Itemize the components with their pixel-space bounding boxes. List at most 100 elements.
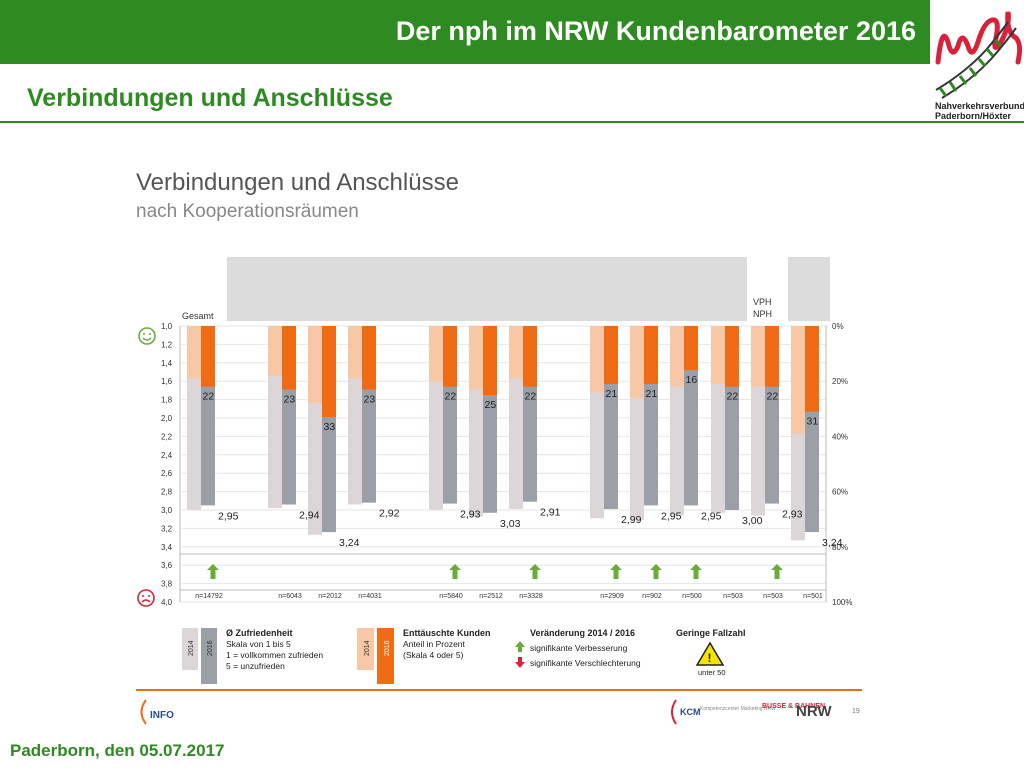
up-arrow-icon <box>515 641 525 652</box>
significant-up-arrow-icon <box>650 564 662 579</box>
left-tick-label: 1,0 <box>161 322 173 331</box>
legend-year-2014-dis: 2014 <box>364 640 371 656</box>
disappointed-label: 22 <box>727 391 739 403</box>
bar-disappointed-2014 <box>308 326 322 404</box>
left-tick-label: 3,4 <box>161 543 173 552</box>
bar-disappointed-2016 <box>523 326 537 387</box>
kcm-logo: KCM Kompetenzcenter Marketing NRW <box>671 699 776 725</box>
chart-area: Verbindungen und Anschlüsse nach Koopera… <box>136 169 862 725</box>
bars <box>187 326 819 541</box>
disappointed-label: 21 <box>646 388 658 400</box>
legend-swatch-sat-2016 <box>201 628 217 684</box>
bar-disappointed-2014 <box>670 326 684 387</box>
header-title: Der nph im NRW Kundenbarometer 2016 <box>395 16 916 46</box>
legend-sat-line1: Skala von 1 bis 5 <box>226 639 291 649</box>
legend-sat-title: Ø Zufriedenheit <box>226 628 293 638</box>
satisfaction-label: 2,95 <box>701 510 722 522</box>
header-block-right <box>788 257 830 321</box>
sample-size-label: n=503 <box>763 593 783 600</box>
legend-year-2016-dis: 2016 <box>384 640 391 656</box>
satisfaction-label: 2,99 <box>621 514 642 526</box>
legend-small-title: Geringe Fallzahl <box>676 628 746 638</box>
left-tick-label: 2,0 <box>161 414 173 423</box>
bar-disappointed-2016 <box>805 326 819 412</box>
disappointed-label: 22 <box>445 391 457 403</box>
page-title: Verbindungen und Anschlüsse <box>27 84 393 112</box>
legend-dis-line2: (Skala 4 oder 5) <box>403 650 464 660</box>
legend-change-up: signifikante Verbesserung <box>530 643 628 653</box>
logo-text-line1: Nahverkehrsverbund <box>935 101 1024 111</box>
sample-size-label: n=2512 <box>479 593 503 600</box>
bar-disappointed-2014 <box>630 326 644 398</box>
satisfaction-label: 2,92 <box>379 508 400 520</box>
satisfaction-label: 2,93 <box>782 509 803 521</box>
satisfaction-label: 3,24 <box>339 537 360 549</box>
svg-text:KCM: KCM <box>680 707 701 717</box>
satisfaction-label: 3,00 <box>742 515 763 527</box>
bar-disappointed-2016 <box>443 326 457 387</box>
busse-logo-text: BUSSE & BAHNEN <box>762 703 825 710</box>
disappointed-label: 31 <box>807 416 819 428</box>
sample-size-label: n=5840 <box>439 593 463 600</box>
disappointed-label: 23 <box>284 393 296 405</box>
busse-bahnen-logo: BUSSE & BAHNEN NRW <box>762 703 832 720</box>
sample-size-label: n=503 <box>723 593 743 600</box>
bar-satisfaction-2016 <box>684 326 698 506</box>
bar-disappointed-2016 <box>644 326 658 384</box>
disappointed-label: 22 <box>525 391 537 403</box>
bar-disappointed-2016 <box>604 326 618 384</box>
satisfaction-label: 2,93 <box>460 509 481 521</box>
sample-size-label: n=902 <box>642 593 662 600</box>
slide-page-number: 19 <box>852 708 860 715</box>
bar-disappointed-2014 <box>348 326 362 379</box>
group-label-nph: NPH <box>753 309 772 319</box>
svg-text:!: ! <box>708 651 712 665</box>
bar-disappointed-2016 <box>322 326 336 418</box>
chart-title: Verbindungen und Anschlüsse <box>136 169 459 196</box>
warning-icon: ! <box>695 641 725 666</box>
right-tick-label: 60% <box>832 488 848 497</box>
sample-size-label: n=501 <box>803 593 823 600</box>
header-bar: Der nph im NRW Kundenbarometer 2016 <box>0 0 930 64</box>
disappointed-label: 23 <box>364 393 376 405</box>
disappointed-label: 33 <box>324 421 336 433</box>
legend-swatch-dis-2014 <box>357 628 374 670</box>
sample-size-label: n=500 <box>682 593 702 600</box>
left-tick-label: 1,4 <box>161 359 173 368</box>
legend-change-down: signifikante Verschlechterung <box>530 658 641 668</box>
sad-face-icon <box>137 589 155 607</box>
right-tick-label: 0% <box>832 322 844 331</box>
group-label-vph: VPH <box>753 297 772 307</box>
satisfaction-label: 2,95 <box>218 510 239 522</box>
disappointed-label: 22 <box>203 391 215 403</box>
nrw-logo-text: NRW <box>796 703 832 720</box>
bar-disappointed-2016 <box>201 326 215 387</box>
disappointed-label: 25 <box>485 399 497 411</box>
significant-up-arrow-icon <box>529 564 541 579</box>
sample-size-label: n=4031 <box>358 593 382 600</box>
sample-size-label: n=3328 <box>519 593 543 600</box>
sample-size-label: n=14792 <box>195 593 223 600</box>
nph-logo <box>935 11 1023 99</box>
chart-subtitle: nach Kooperationsräumen <box>136 201 359 222</box>
down-arrow-icon <box>515 657 525 668</box>
bar-disappointed-2016 <box>483 326 497 395</box>
disappointed-label: 16 <box>686 374 698 386</box>
legend-dis-line1: Anteil in Prozent <box>403 639 466 649</box>
legend-year-2014-sat: 2014 <box>188 640 195 656</box>
change-arrows <box>207 564 783 579</box>
group-label-gesamt: Gesamt <box>182 311 214 321</box>
right-tick-label: 80% <box>832 543 848 552</box>
left-axis: 1,0 1,2 1,4 1,6 1,8 2,0 2,2 2,4 2,6 2,8 3,0 3,2 3,4 3… <box>161 322 173 607</box>
bar-disappointed-2014 <box>469 326 483 390</box>
disappointed-label: 22 <box>767 391 779 403</box>
left-tick-label: 1,6 <box>161 377 173 386</box>
happy-face-icon <box>138 327 156 345</box>
significant-up-arrow-icon <box>771 564 783 579</box>
bar-disappointed-2014 <box>509 326 523 379</box>
bar-disappointed-2014 <box>187 326 201 379</box>
sample-size-label: n=6043 <box>278 593 302 600</box>
header-block-main <box>227 257 747 321</box>
bar-disappointed-2016 <box>684 326 698 371</box>
right-tick-label: 20% <box>832 377 848 386</box>
